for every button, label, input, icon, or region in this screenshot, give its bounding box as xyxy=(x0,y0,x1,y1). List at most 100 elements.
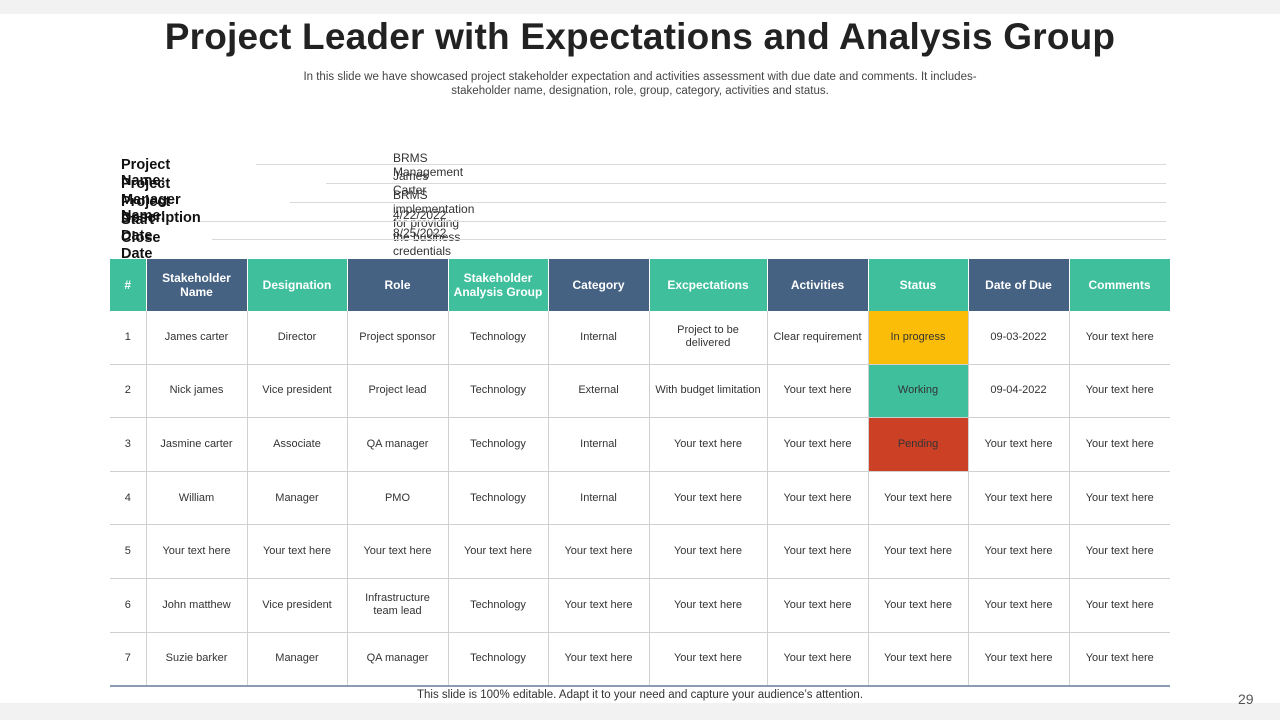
cell-role: PMO xyxy=(347,471,449,526)
close-date-label: Close Date xyxy=(121,230,161,262)
footer-note: This slide is 100% editable. Adapt it to… xyxy=(416,689,864,701)
cell-activities: Your text here xyxy=(767,471,869,526)
cell-stakeholder-name: Nick james xyxy=(146,364,248,419)
cell-expectations: Your text here xyxy=(649,417,768,472)
table-row: 6 John matthew Vice president Infrastruc… xyxy=(110,578,1170,633)
cell-category: External xyxy=(548,364,650,419)
cell-stakeholder-name: Your text here xyxy=(146,524,248,579)
cell-comments: Your text here xyxy=(1069,311,1170,365)
table-row: 5 Your text here Your text here Your tex… xyxy=(110,524,1170,579)
cell-analysis-group: Technology xyxy=(448,578,549,633)
cell-date-of-due: Your text here xyxy=(968,578,1070,633)
page-subtitle: In this slide we have showcased project … xyxy=(303,71,977,97)
cell-analysis-group: Technology xyxy=(448,417,549,472)
cell-date-of-due: Your text here xyxy=(968,471,1070,526)
header-category: Category xyxy=(548,259,650,311)
cell-designation: Vice president xyxy=(247,578,348,633)
cell-status: Pending xyxy=(868,417,969,472)
cell-expectations: With budget limitation xyxy=(649,364,768,419)
info-divider xyxy=(200,221,1166,222)
cell-role: Project sponsor xyxy=(347,311,449,365)
project-description-value: BRMS implementation for providing the bu… xyxy=(393,188,475,258)
cell-activities: Your text here xyxy=(767,524,869,579)
header-analysis-group: Stakeholder Analysis Group xyxy=(448,259,549,311)
cell-designation: Associate xyxy=(247,417,348,472)
cell-activities: Your text here xyxy=(767,632,869,688)
project-description-label: Project Description xyxy=(121,194,201,226)
header-expectations: Excpectations xyxy=(649,259,768,311)
table-row: 4 William Manager PMO Technology Interna… xyxy=(110,471,1170,526)
table-row: 7 Suzie barker Manager QA manager Techno… xyxy=(110,632,1170,688)
page-number: 29 xyxy=(1238,691,1254,707)
cell-designation: Manager xyxy=(247,632,348,688)
info-divider xyxy=(326,183,1166,184)
cell-stakeholder-name: William xyxy=(146,471,248,526)
cell-comments: Your text here xyxy=(1069,632,1170,688)
bottom-bar xyxy=(0,703,1280,720)
cell-expectations: Your text here xyxy=(649,578,768,633)
table-row: 2 Nick james Vice president Project lead… xyxy=(110,364,1170,419)
cell-analysis-group: Technology xyxy=(448,364,549,419)
cell-expectations: Project to be delivered xyxy=(649,311,768,365)
cell-status: Working xyxy=(868,364,969,419)
cell-role: Your text here xyxy=(347,524,449,579)
cell-expectations: Your text here xyxy=(649,632,768,688)
cell-number: 4 xyxy=(110,471,147,526)
cell-designation: Manager xyxy=(247,471,348,526)
cell-role: Infrastructure team lead xyxy=(347,578,449,633)
header-role: Role xyxy=(347,259,449,311)
cell-stakeholder-name: Suzie barker xyxy=(146,632,248,688)
cell-role: QA manager xyxy=(347,632,449,688)
cell-comments: Your text here xyxy=(1069,524,1170,579)
cell-number: 6 xyxy=(110,578,147,633)
cell-activities: Clear requirement xyxy=(767,311,869,365)
cell-category: Internal xyxy=(548,471,650,526)
cell-category: Internal xyxy=(548,417,650,472)
cell-status: Your text here xyxy=(868,578,969,633)
cell-comments: Your text here xyxy=(1069,364,1170,419)
info-divider xyxy=(290,202,1166,203)
cell-status: Your text here xyxy=(868,524,969,579)
cell-category: Your text here xyxy=(548,524,650,579)
header-status: Status xyxy=(868,259,969,311)
project-manager-label: Project Manager Name: xyxy=(121,176,181,224)
info-divider xyxy=(256,164,1166,165)
project-name-label: Project Name: xyxy=(121,157,171,189)
cell-role: Project lead xyxy=(347,364,449,419)
cell-comments: Your text here xyxy=(1069,578,1170,633)
cell-status: Your text here xyxy=(868,632,969,688)
cell-number: 3 xyxy=(110,417,147,472)
cell-date-of-due: Your text here xyxy=(968,524,1070,579)
cell-designation: Your text here xyxy=(247,524,348,579)
cell-designation: Director xyxy=(247,311,348,365)
cell-analysis-group: Technology xyxy=(448,632,549,688)
start-date-value: 4/22/2022 xyxy=(393,208,447,222)
project-name-value: BRMS Management xyxy=(393,151,464,179)
table-header-row: # Stakeholder Name Designation Role Stak… xyxy=(110,259,1171,311)
cell-activities: Your text here xyxy=(767,417,869,472)
cell-number: 7 xyxy=(110,632,147,688)
header-activities: Activities xyxy=(767,259,869,311)
cell-number: 2 xyxy=(110,364,147,419)
cell-category: Your text here xyxy=(548,578,650,633)
info-divider xyxy=(212,239,1166,240)
cell-stakeholder-name: Jasmine carter xyxy=(146,417,248,472)
cell-number: 1 xyxy=(110,311,147,365)
cell-date-of-due: 09-04-2022 xyxy=(968,364,1070,419)
cell-role: QA manager xyxy=(347,417,449,472)
cell-date-of-due: Your text here xyxy=(968,417,1070,472)
cell-category: Your text here xyxy=(548,632,650,688)
cell-comments: Your text here xyxy=(1069,471,1170,526)
cell-expectations: Your text here xyxy=(649,471,768,526)
cell-status: In progress xyxy=(868,311,969,365)
close-date-value: 8/25/2022 xyxy=(393,226,447,240)
cell-activities: Your text here xyxy=(767,364,869,419)
cell-number: 5 xyxy=(110,524,147,579)
header-comments: Comments xyxy=(1069,259,1171,311)
cell-analysis-group: Technology xyxy=(448,311,549,365)
cell-expectations: Your text here xyxy=(649,524,768,579)
header-number: # xyxy=(110,259,147,311)
cell-stakeholder-name: James carter xyxy=(146,311,248,365)
cell-activities: Your text here xyxy=(767,578,869,633)
cell-comments: Your text here xyxy=(1069,417,1170,472)
